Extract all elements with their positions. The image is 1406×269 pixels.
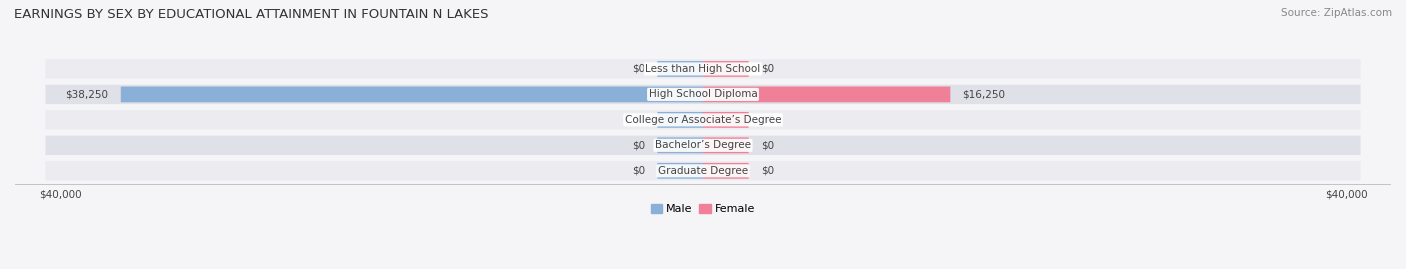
Text: Source: ZipAtlas.com: Source: ZipAtlas.com xyxy=(1281,8,1392,18)
FancyBboxPatch shape xyxy=(45,110,1361,130)
Legend: Male, Female: Male, Female xyxy=(647,200,759,219)
Text: $0: $0 xyxy=(633,115,645,125)
Text: $0: $0 xyxy=(761,115,773,125)
Text: $0: $0 xyxy=(633,166,645,176)
FancyBboxPatch shape xyxy=(45,85,1361,104)
Text: Less than High School: Less than High School xyxy=(645,64,761,74)
FancyBboxPatch shape xyxy=(703,87,950,102)
FancyBboxPatch shape xyxy=(703,61,748,77)
FancyBboxPatch shape xyxy=(45,161,1361,180)
FancyBboxPatch shape xyxy=(45,136,1361,155)
FancyBboxPatch shape xyxy=(703,163,748,179)
Text: $0: $0 xyxy=(761,64,773,74)
Text: Bachelor’s Degree: Bachelor’s Degree xyxy=(655,140,751,150)
Text: College or Associate’s Degree: College or Associate’s Degree xyxy=(624,115,782,125)
Text: $0: $0 xyxy=(761,140,773,150)
Text: Graduate Degree: Graduate Degree xyxy=(658,166,748,176)
FancyBboxPatch shape xyxy=(658,112,703,128)
FancyBboxPatch shape xyxy=(703,137,748,153)
Text: $0: $0 xyxy=(633,64,645,74)
Text: $16,250: $16,250 xyxy=(963,89,1005,100)
FancyBboxPatch shape xyxy=(121,87,703,102)
FancyBboxPatch shape xyxy=(658,137,703,153)
FancyBboxPatch shape xyxy=(703,112,748,128)
FancyBboxPatch shape xyxy=(658,61,703,77)
FancyBboxPatch shape xyxy=(658,163,703,179)
Text: $40,000: $40,000 xyxy=(1324,189,1367,199)
Text: $0: $0 xyxy=(761,166,773,176)
Text: $38,250: $38,250 xyxy=(66,89,108,100)
Text: $40,000: $40,000 xyxy=(39,189,82,199)
Text: $0: $0 xyxy=(633,140,645,150)
FancyBboxPatch shape xyxy=(45,59,1361,79)
Text: High School Diploma: High School Diploma xyxy=(648,89,758,100)
Text: EARNINGS BY SEX BY EDUCATIONAL ATTAINMENT IN FOUNTAIN N LAKES: EARNINGS BY SEX BY EDUCATIONAL ATTAINMEN… xyxy=(14,8,488,21)
